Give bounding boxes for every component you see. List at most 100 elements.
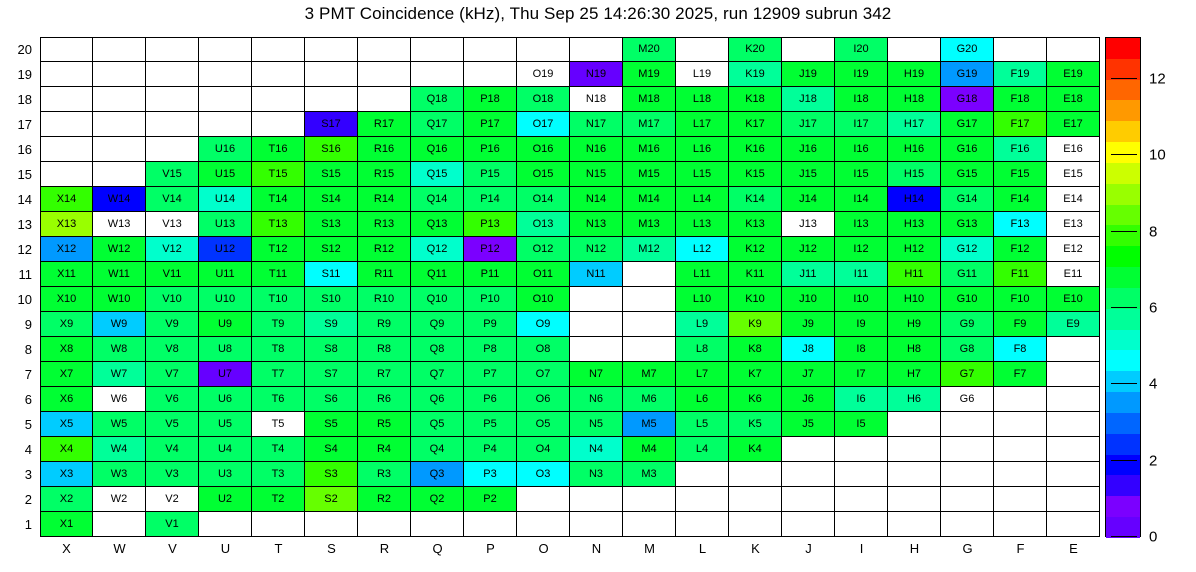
heatmap-cell-J15[interactable]: J15 bbox=[782, 162, 835, 187]
heatmap-cell-empty-J2[interactable] bbox=[782, 487, 835, 512]
heatmap-cell-R13[interactable]: R13 bbox=[358, 212, 411, 237]
heatmap-cell-T13[interactable]: T13 bbox=[252, 212, 305, 237]
heatmap-cell-F11[interactable]: F11 bbox=[994, 262, 1047, 287]
heatmap-cell-H18[interactable]: H18 bbox=[888, 87, 941, 112]
heatmap-cell-O6[interactable]: O6 bbox=[517, 387, 570, 412]
heatmap-cell-empty-M8[interactable] bbox=[623, 337, 676, 362]
heatmap-cell-K6[interactable]: K6 bbox=[729, 387, 782, 412]
heatmap-cell-J13[interactable]: J13 bbox=[782, 212, 835, 237]
heatmap-cell-X9[interactable]: X9 bbox=[40, 312, 93, 337]
heatmap-cell-I12[interactable]: I12 bbox=[835, 237, 888, 262]
heatmap-cell-V2[interactable]: V2 bbox=[146, 487, 199, 512]
heatmap-cell-V7[interactable]: V7 bbox=[146, 362, 199, 387]
heatmap-cell-S4[interactable]: S4 bbox=[305, 437, 358, 462]
heatmap-cell-X14[interactable]: X14 bbox=[40, 187, 93, 212]
heatmap-cell-P6[interactable]: P6 bbox=[464, 387, 517, 412]
heatmap-cell-S2[interactable]: S2 bbox=[305, 487, 358, 512]
heatmap-cell-empty-Q19[interactable] bbox=[411, 62, 464, 87]
heatmap-cell-empty-G2[interactable] bbox=[941, 487, 994, 512]
heatmap-cell-J17[interactable]: J17 bbox=[782, 112, 835, 137]
heatmap-cell-empty-W18[interactable] bbox=[93, 87, 146, 112]
heatmap-cell-U16[interactable]: U16 bbox=[199, 137, 252, 162]
heatmap-cell-M3[interactable]: M3 bbox=[623, 462, 676, 487]
heatmap-cell-Q6[interactable]: Q6 bbox=[411, 387, 464, 412]
heatmap-cell-P12[interactable]: P12 bbox=[464, 237, 517, 262]
heatmap-cell-empty-J20[interactable] bbox=[782, 37, 835, 62]
heatmap-cell-empty-F4[interactable] bbox=[994, 437, 1047, 462]
heatmap-cell-empty-U19[interactable] bbox=[199, 62, 252, 87]
heatmap-cell-N17[interactable]: N17 bbox=[570, 112, 623, 137]
heatmap-cell-L12[interactable]: L12 bbox=[676, 237, 729, 262]
heatmap-cell-R8[interactable]: R8 bbox=[358, 337, 411, 362]
heatmap-cell-W7[interactable]: W7 bbox=[93, 362, 146, 387]
heatmap-cell-I11[interactable]: I11 bbox=[835, 262, 888, 287]
heatmap-cell-U14[interactable]: U14 bbox=[199, 187, 252, 212]
heatmap-cell-I19[interactable]: I19 bbox=[835, 62, 888, 87]
heatmap-cell-empty-E4[interactable] bbox=[1047, 437, 1100, 462]
heatmap-cell-P2[interactable]: P2 bbox=[464, 487, 517, 512]
heatmap-cell-R12[interactable]: R12 bbox=[358, 237, 411, 262]
heatmap-cell-E11[interactable]: E11 bbox=[1047, 262, 1100, 287]
heatmap-cell-E18[interactable]: E18 bbox=[1047, 87, 1100, 112]
heatmap-cell-L18[interactable]: L18 bbox=[676, 87, 729, 112]
heatmap-cell-V11[interactable]: V11 bbox=[146, 262, 199, 287]
heatmap-cell-empty-W17[interactable] bbox=[93, 112, 146, 137]
heatmap-cell-K14[interactable]: K14 bbox=[729, 187, 782, 212]
heatmap-cell-empty-K1[interactable] bbox=[729, 512, 782, 537]
heatmap-cell-H6[interactable]: H6 bbox=[888, 387, 941, 412]
heatmap-cell-P14[interactable]: P14 bbox=[464, 187, 517, 212]
heatmap-cell-H12[interactable]: H12 bbox=[888, 237, 941, 262]
heatmap-cell-U2[interactable]: U2 bbox=[199, 487, 252, 512]
heatmap-cell-empty-S20[interactable] bbox=[305, 37, 358, 62]
heatmap-cell-U12[interactable]: U12 bbox=[199, 237, 252, 262]
heatmap-cell-W3[interactable]: W3 bbox=[93, 462, 146, 487]
heatmap-cell-I9[interactable]: I9 bbox=[835, 312, 888, 337]
heatmap-cell-N4[interactable]: N4 bbox=[570, 437, 623, 462]
heatmap-cell-empty-P1[interactable] bbox=[464, 512, 517, 537]
heatmap-cell-Q3[interactable]: Q3 bbox=[411, 462, 464, 487]
heatmap-cell-S16[interactable]: S16 bbox=[305, 137, 358, 162]
heatmap-cell-K18[interactable]: K18 bbox=[729, 87, 782, 112]
heatmap-cell-Q8[interactable]: Q8 bbox=[411, 337, 464, 362]
heatmap-cell-U10[interactable]: U10 bbox=[199, 287, 252, 312]
heatmap-cell-I8[interactable]: I8 bbox=[835, 337, 888, 362]
heatmap-cell-S6[interactable]: S6 bbox=[305, 387, 358, 412]
heatmap-cell-K20[interactable]: K20 bbox=[729, 37, 782, 62]
heatmap-cell-empty-V19[interactable] bbox=[146, 62, 199, 87]
heatmap-cell-S5[interactable]: S5 bbox=[305, 412, 358, 437]
heatmap-cell-P9[interactable]: P9 bbox=[464, 312, 517, 337]
heatmap-cell-empty-O2[interactable] bbox=[517, 487, 570, 512]
heatmap-cell-O4[interactable]: O4 bbox=[517, 437, 570, 462]
heatmap-cell-J19[interactable]: J19 bbox=[782, 62, 835, 87]
heatmap-cell-L8[interactable]: L8 bbox=[676, 337, 729, 362]
heatmap-cell-X1[interactable]: X1 bbox=[40, 512, 93, 537]
heatmap-cell-L9[interactable]: L9 bbox=[676, 312, 729, 337]
heatmap-cell-R4[interactable]: R4 bbox=[358, 437, 411, 462]
heatmap-cell-empty-T17[interactable] bbox=[252, 112, 305, 137]
heatmap-cell-empty-G1[interactable] bbox=[941, 512, 994, 537]
heatmap-cell-empty-T19[interactable] bbox=[252, 62, 305, 87]
heatmap-cell-L4[interactable]: L4 bbox=[676, 437, 729, 462]
heatmap-cell-T12[interactable]: T12 bbox=[252, 237, 305, 262]
heatmap-cell-empty-V17[interactable] bbox=[146, 112, 199, 137]
heatmap-cell-L6[interactable]: L6 bbox=[676, 387, 729, 412]
heatmap-cell-M14[interactable]: M14 bbox=[623, 187, 676, 212]
heatmap-cell-L10[interactable]: L10 bbox=[676, 287, 729, 312]
heatmap-cell-X7[interactable]: X7 bbox=[40, 362, 93, 387]
heatmap-cell-empty-U18[interactable] bbox=[199, 87, 252, 112]
heatmap-cell-X3[interactable]: X3 bbox=[40, 462, 93, 487]
heatmap-cell-G15[interactable]: G15 bbox=[941, 162, 994, 187]
heatmap-cell-M7[interactable]: M7 bbox=[623, 362, 676, 387]
heatmap-cell-K7[interactable]: K7 bbox=[729, 362, 782, 387]
heatmap-cell-P5[interactable]: P5 bbox=[464, 412, 517, 437]
heatmap-cell-N11[interactable]: N11 bbox=[570, 262, 623, 287]
heatmap-cell-U4[interactable]: U4 bbox=[199, 437, 252, 462]
heatmap-cell-H17[interactable]: H17 bbox=[888, 112, 941, 137]
heatmap-cell-empty-J4[interactable] bbox=[782, 437, 835, 462]
heatmap-cell-M4[interactable]: M4 bbox=[623, 437, 676, 462]
heatmap-cell-empty-E1[interactable] bbox=[1047, 512, 1100, 537]
heatmap-cell-M16[interactable]: M16 bbox=[623, 137, 676, 162]
heatmap-cell-N19[interactable]: N19 bbox=[570, 62, 623, 87]
heatmap-cell-H16[interactable]: H16 bbox=[888, 137, 941, 162]
heatmap-cell-G19[interactable]: G19 bbox=[941, 62, 994, 87]
